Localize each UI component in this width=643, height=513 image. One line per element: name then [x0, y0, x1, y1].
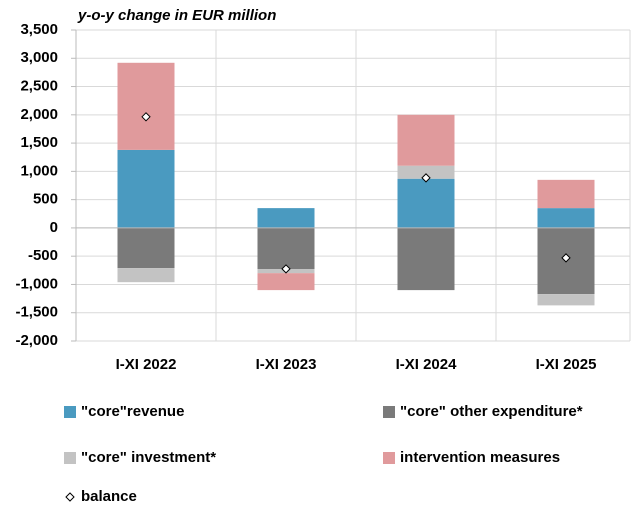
chart-title: y-o-y change in EUR million: [77, 7, 276, 24]
bar-segment: [537, 294, 595, 306]
y-tick-label: 1,500: [20, 134, 58, 151]
y-tick-label: 500: [33, 191, 58, 208]
y-tick-label: -500: [28, 247, 58, 264]
legend-label: intervention measures: [400, 449, 560, 466]
y-tick-label: 2,000: [20, 106, 58, 123]
bar-segment: [397, 227, 455, 291]
bar-segment: [397, 114, 455, 166]
x-tick-label: I-XI 2022: [116, 356, 177, 373]
bar-segment: [257, 227, 315, 270]
legend-swatch: [383, 406, 395, 418]
bar-segment: [257, 273, 315, 291]
legend-label: "core"revenue: [81, 403, 184, 420]
legend-swatch: [64, 452, 76, 464]
legend-swatch: [64, 406, 76, 418]
bar-segment: [257, 208, 315, 228]
y-tick-label: -1,000: [15, 275, 58, 292]
balance-marker: [281, 264, 291, 274]
bar-segment: [397, 165, 455, 179]
legend-swatch: [383, 452, 395, 464]
y-tick-label: 0: [50, 219, 58, 236]
x-tick-label: I-XI 2023: [256, 356, 317, 373]
balance-marker: [561, 253, 571, 263]
x-tick-label: I-XI 2025: [536, 356, 597, 373]
y-tick-label: 2,500: [20, 78, 58, 95]
bar-segment: [117, 268, 175, 283]
legend-label: balance: [81, 488, 137, 505]
y-tick-label: 3,000: [20, 49, 58, 66]
bar-segment: [117, 149, 175, 228]
legend-label: "core" investment*: [81, 449, 216, 466]
y-tick-label: -1,500: [15, 304, 58, 321]
legend-label: "core" other expenditure*: [400, 403, 583, 420]
bar-segment: [397, 178, 455, 228]
x-tick-label: I-XI 2024: [396, 356, 458, 373]
legend-marker: [65, 492, 75, 502]
y-tick-label: 3,500: [20, 21, 58, 38]
bar-segment: [117, 62, 175, 150]
y-tick-label: 1,000: [20, 162, 58, 179]
bar-segment: [537, 179, 595, 209]
balance-marker: [141, 112, 151, 122]
y-tick-label: -2,000: [15, 332, 58, 349]
bar-segment: [117, 227, 175, 269]
balance-marker: [421, 173, 431, 183]
bar-segment: [537, 208, 595, 228]
